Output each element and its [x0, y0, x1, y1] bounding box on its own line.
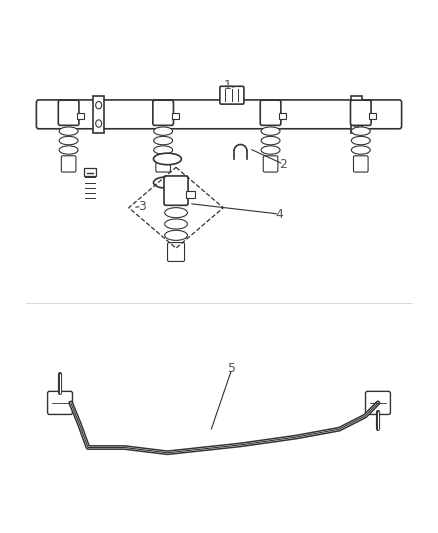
Ellipse shape — [154, 127, 173, 135]
Ellipse shape — [59, 146, 78, 154]
Bar — [172, 113, 179, 119]
FancyBboxPatch shape — [164, 176, 188, 205]
Text: 5: 5 — [228, 362, 236, 375]
Ellipse shape — [165, 208, 187, 217]
Bar — [369, 113, 376, 119]
Ellipse shape — [261, 136, 280, 145]
FancyBboxPatch shape — [153, 100, 173, 125]
Circle shape — [95, 120, 102, 127]
Bar — [77, 113, 84, 119]
Text: 2: 2 — [279, 158, 287, 171]
Bar — [93, 96, 104, 133]
Bar — [186, 191, 194, 198]
Bar — [351, 96, 362, 133]
Text: 3: 3 — [138, 200, 145, 213]
Ellipse shape — [154, 146, 173, 154]
FancyBboxPatch shape — [260, 100, 281, 125]
Ellipse shape — [261, 146, 280, 154]
Ellipse shape — [154, 136, 173, 145]
Ellipse shape — [351, 146, 370, 154]
FancyBboxPatch shape — [353, 156, 368, 172]
Ellipse shape — [59, 136, 78, 145]
Text: 1: 1 — [224, 79, 232, 92]
Ellipse shape — [153, 153, 181, 165]
Circle shape — [353, 101, 360, 109]
Text: 4: 4 — [275, 207, 283, 221]
Ellipse shape — [153, 177, 181, 188]
Ellipse shape — [351, 127, 370, 135]
Ellipse shape — [59, 127, 78, 135]
Ellipse shape — [165, 219, 187, 229]
Circle shape — [95, 101, 102, 109]
FancyBboxPatch shape — [220, 86, 244, 104]
FancyBboxPatch shape — [156, 156, 170, 172]
FancyBboxPatch shape — [366, 391, 390, 415]
FancyBboxPatch shape — [350, 100, 371, 125]
Ellipse shape — [351, 136, 370, 145]
FancyBboxPatch shape — [167, 243, 184, 262]
Ellipse shape — [261, 127, 280, 135]
Bar — [279, 113, 286, 119]
Circle shape — [353, 120, 360, 127]
FancyBboxPatch shape — [36, 100, 402, 129]
Ellipse shape — [165, 230, 187, 240]
Bar — [84, 168, 96, 176]
FancyBboxPatch shape — [58, 100, 79, 125]
FancyBboxPatch shape — [263, 156, 278, 172]
FancyBboxPatch shape — [61, 156, 76, 172]
FancyBboxPatch shape — [48, 391, 72, 415]
